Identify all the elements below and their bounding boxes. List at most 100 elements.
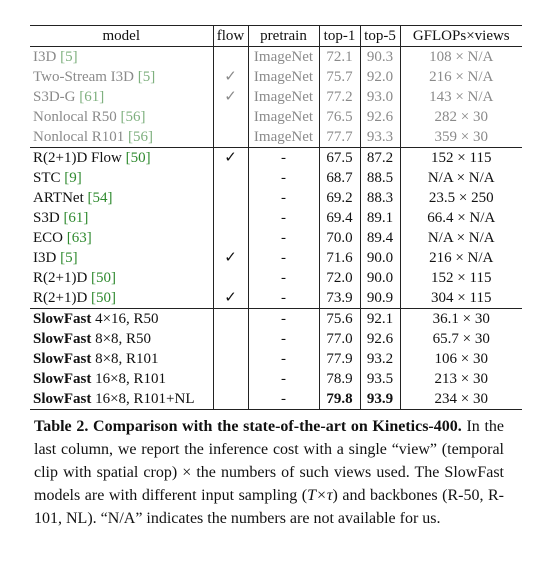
model-cell: I3D [5] — [30, 248, 213, 268]
model-name: S3D-G — [33, 89, 76, 105]
top1-cell: 69.2 — [318, 188, 360, 208]
top1-cell: 77.9 — [318, 349, 360, 369]
table-row: S3D [61] - 69.4 89.1 66.4 × N/A — [30, 208, 522, 228]
flow-cell — [212, 208, 248, 228]
top1-value: 67.5 — [326, 150, 353, 166]
top1-cell: 70.0 — [318, 228, 360, 248]
pretrain-value: - — [281, 270, 286, 286]
pretrain-cell: - — [247, 168, 319, 188]
top5-cell: 90.0 — [359, 248, 400, 268]
model-cell: R(2+1)D [50] — [30, 268, 213, 288]
model-cell: SlowFast 16×8, R101+NL — [30, 389, 213, 410]
table-header: model flow pretrain top-1 top-5 GFLOPs×views — [30, 25, 522, 47]
pretrain-value: - — [281, 290, 286, 306]
table-row: SlowFast 4×16, R50 - 75.6 92.1 36.1 × 30 — [30, 308, 522, 329]
model-name: 16×8, R101 — [95, 371, 167, 387]
pretrain-value: ImageNet — [253, 49, 314, 65]
model-name: R(2+1)D Flow — [33, 150, 122, 166]
cost-cell: 143 × N/A — [399, 87, 522, 107]
cost-cell: 108 × N/A — [399, 46, 522, 67]
top5-value: 93.0 — [366, 89, 394, 105]
citation: [5] — [137, 69, 156, 85]
top5-cell: 93.3 — [359, 127, 400, 148]
cost-value: 106 × 30 — [434, 351, 488, 367]
pretrain-cell: ImageNet — [247, 127, 319, 148]
top5-value: 90.9 — [366, 290, 394, 306]
cost-cell: 65.7 × 30 — [399, 329, 522, 349]
pretrain-cell: - — [247, 349, 319, 369]
top1-value: 76.5 — [326, 109, 353, 125]
model-name: Two-Stream I3D — [33, 69, 135, 85]
top5-cell: 92.0 — [359, 67, 400, 87]
top1-value: 75.6 — [326, 311, 353, 327]
model-name: Nonlocal R101 — [33, 129, 125, 145]
model-name: Nonlocal R50 — [33, 109, 117, 125]
top5-value: 89.4 — [366, 230, 394, 246]
table-row: Nonlocal R50 [56] ImageNet 76.5 92.6 282 × 3… — [30, 107, 522, 127]
table-row: ECO [63] - 70.0 89.4 N/A × N/A — [30, 228, 522, 248]
top5-cell: 89.4 — [359, 228, 400, 248]
top5-value: 93.5 — [366, 371, 394, 387]
cost-cell: 304 × 115 — [399, 288, 522, 309]
pretrain-cell: - — [247, 248, 319, 268]
flow-cell — [212, 329, 248, 349]
citation: [56] — [120, 109, 146, 125]
citation: [5] — [60, 250, 78, 266]
caption-label: Table 2. — [34, 418, 89, 435]
cost-value: 152 × 115 — [431, 270, 492, 286]
column-header: flow — [212, 25, 248, 47]
citation: [54] — [87, 190, 113, 206]
cost-value: 143 × N/A — [429, 89, 494, 105]
top5-cell: 87.2 — [359, 147, 400, 168]
model-name: STC — [33, 170, 61, 186]
table-row: Two-Stream I3D [5] ✓ ImageNet 75.7 92.0 216 ×… — [30, 67, 522, 87]
flow-cell: ✓ — [212, 87, 248, 107]
top1-value: 77.2 — [326, 89, 353, 105]
table-row: ARTNet [54] - 69.2 88.3 23.5 × 250 — [30, 188, 522, 208]
top5-cell: 93.5 — [359, 369, 400, 389]
cost-value: 304 × 115 — [431, 290, 492, 306]
top5-cell: 89.1 — [359, 208, 400, 228]
top5-value: 92.6 — [366, 109, 394, 125]
top5-value: 93.9 — [366, 391, 394, 407]
flow-cell: ✓ — [212, 67, 248, 87]
table-row: SlowFast 8×8, R50 - 77.0 92.6 65.7 × 30 — [30, 329, 522, 349]
top1-value: 77.9 — [326, 351, 353, 367]
model-name: S3D — [33, 210, 60, 226]
pretrain-cell: - — [247, 389, 319, 410]
model-cell: Two-Stream I3D [5] — [30, 67, 213, 87]
model-name: I3D — [33, 250, 57, 266]
cost-cell: 106 × 30 — [399, 349, 522, 369]
cost-value: 152 × 115 — [431, 150, 492, 166]
top1-cell: 79.8 — [318, 389, 360, 410]
top5-value: 87.2 — [366, 150, 394, 166]
cost-value: 36.1 × 30 — [432, 311, 490, 327]
top5-cell: 92.6 — [359, 329, 400, 349]
pretrain-value: - — [281, 190, 286, 206]
flow-cell — [212, 188, 248, 208]
top5-cell: 92.1 — [359, 308, 400, 329]
flow-cell: ✓ — [212, 147, 248, 168]
pretrain-value: - — [281, 210, 286, 226]
top5-cell: 93.9 — [359, 389, 400, 410]
model-name-bold: SlowFast — [33, 351, 92, 367]
table-row: I3D [5] ✓ - 71.6 90.0 216 × N/A — [30, 248, 522, 268]
model-cell: SlowFast 8×8, R50 — [30, 329, 213, 349]
cost-cell: 216 × N/A — [399, 67, 522, 87]
model-name: 4×16, R50 — [95, 311, 159, 327]
table-row: S3D-G [61] ✓ ImageNet 77.2 93.0 143 × N/A — [30, 87, 522, 107]
model-name: R(2+1)D — [33, 270, 88, 286]
pretrain-value: - — [281, 311, 286, 327]
table-row: I3D [5] ImageNet 72.1 90.3 108 × N/A — [30, 46, 522, 68]
cost-cell: 282 × 30 — [399, 107, 522, 127]
model-name: 8×8, R101 — [95, 351, 159, 367]
pretrain-cell: - — [247, 308, 319, 329]
cost-value: 359 × 30 — [434, 129, 488, 145]
citation: [50] — [91, 290, 117, 306]
model-cell: I3D [5] — [30, 47, 213, 68]
pretrain-cell: - — [247, 288, 319, 309]
pretrain-value: - — [281, 230, 286, 246]
results-table: model flow pretrain top-1 top-5 GFLOPs×views … — [30, 25, 522, 410]
model-cell: Nonlocal R50 [56] — [30, 107, 213, 127]
pretrain-cell: ImageNet — [247, 87, 319, 107]
